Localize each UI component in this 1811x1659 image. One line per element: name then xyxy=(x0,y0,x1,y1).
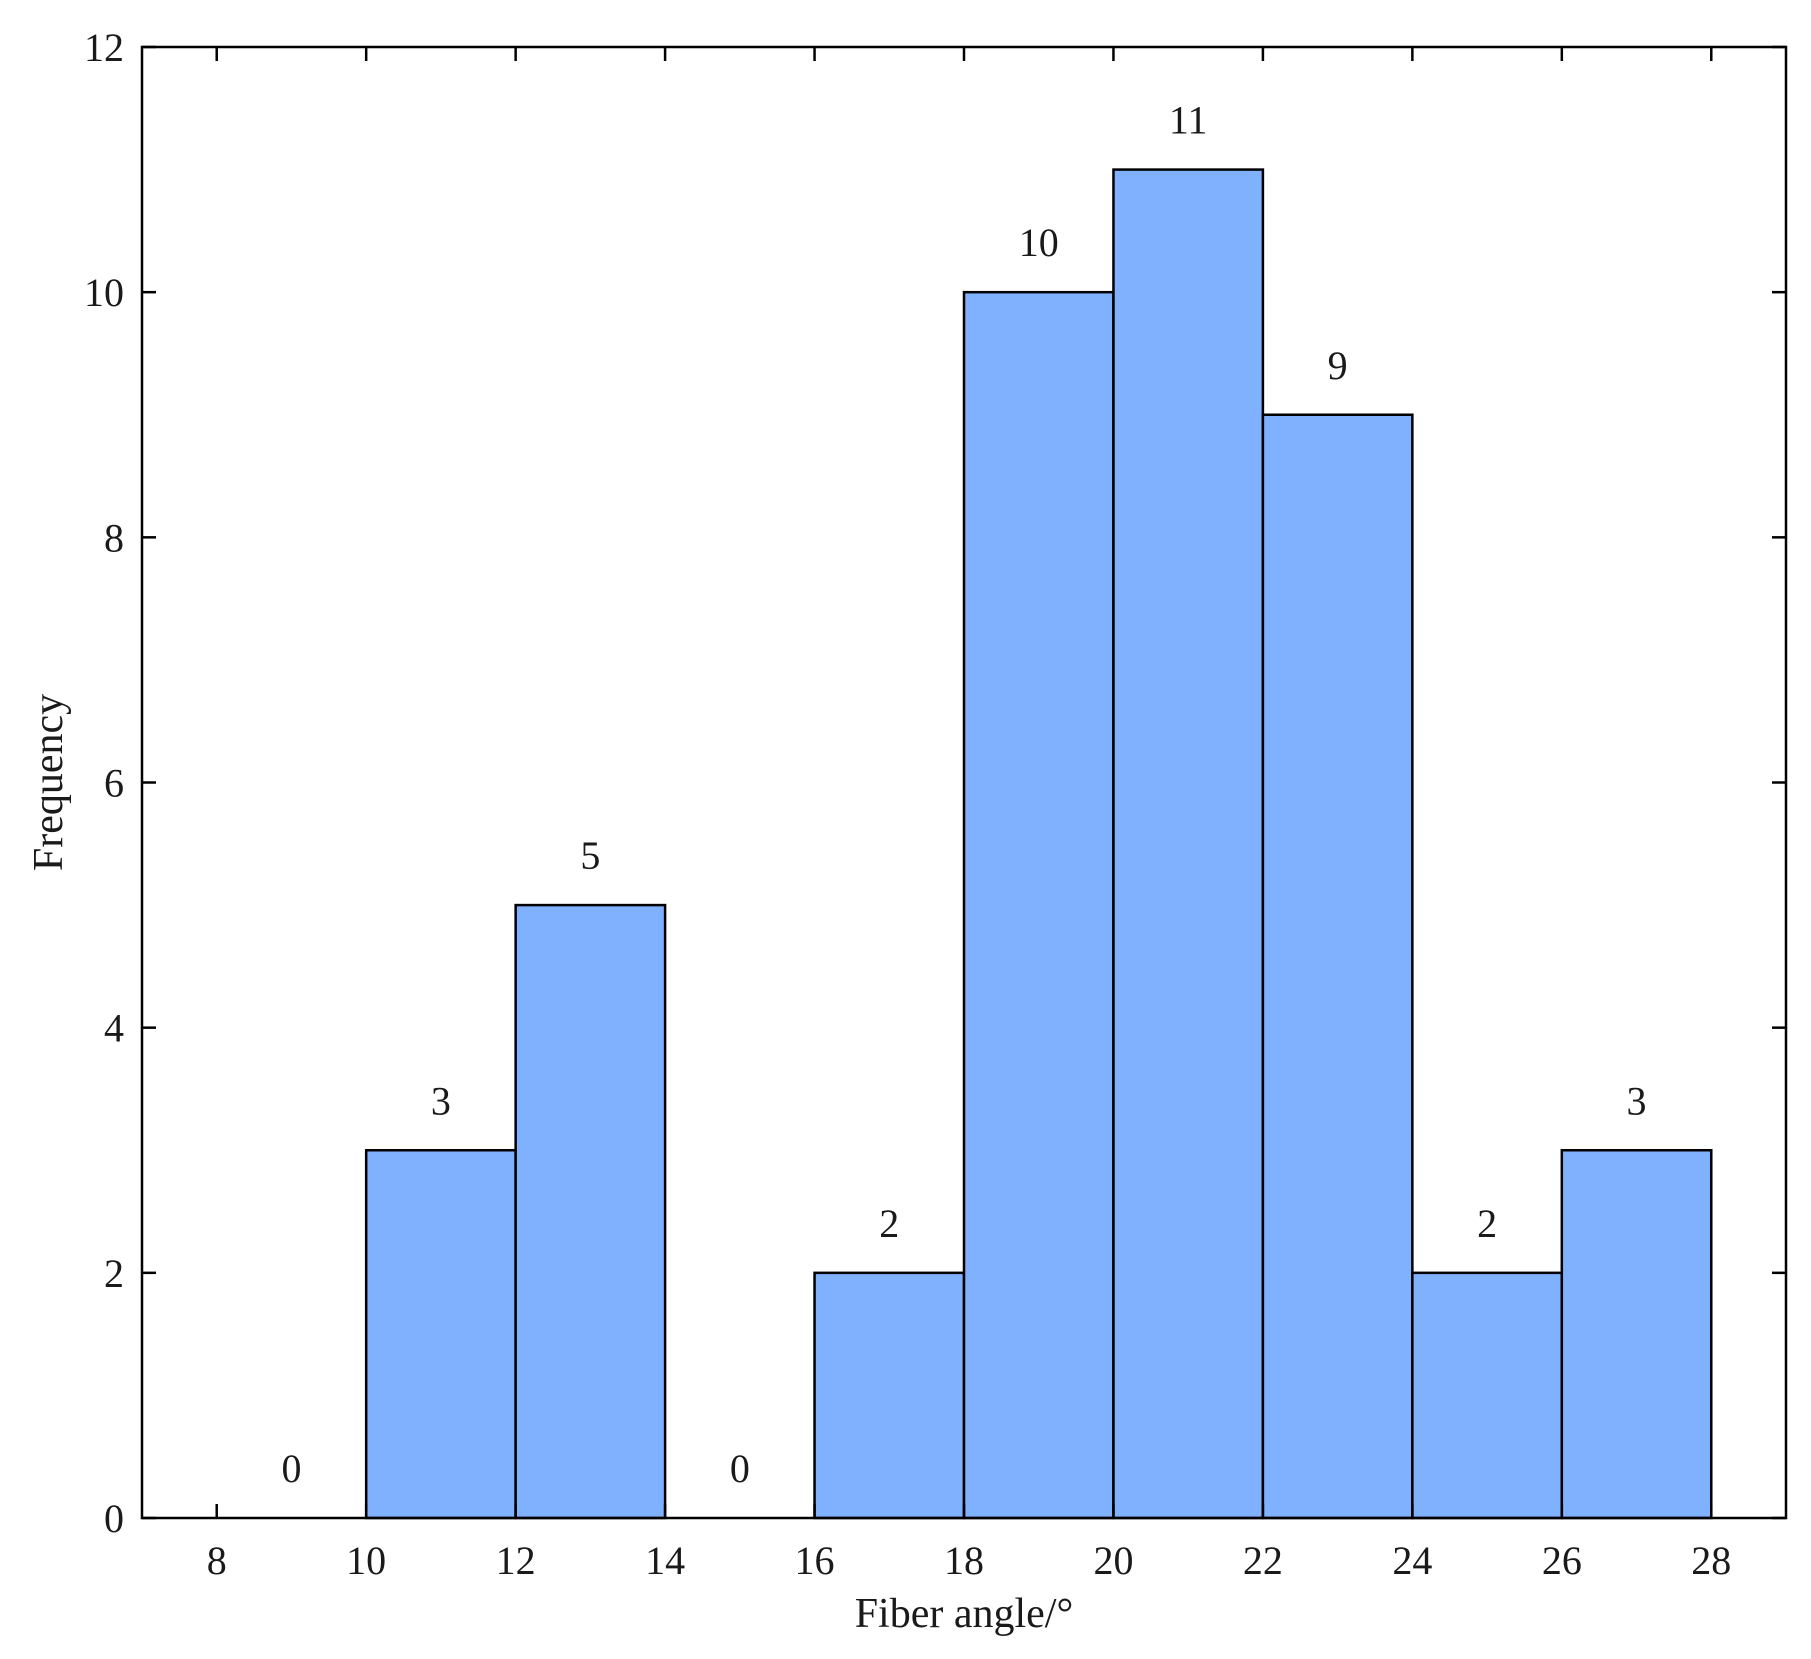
x-tick-label: 10 xyxy=(346,1538,386,1583)
bar-value-label-6: 11 xyxy=(1169,98,1208,143)
y-axis-title: Frequency xyxy=(26,694,72,871)
x-tick-label: 26 xyxy=(1542,1538,1582,1583)
histogram-bar-7 xyxy=(1261,413,1414,1520)
x-tick-label: 20 xyxy=(1093,1538,1133,1583)
y-tick-label: 10 xyxy=(84,270,124,315)
histogram-bar-5 xyxy=(962,290,1115,1520)
histogram-bar-1 xyxy=(364,1149,517,1520)
bar-value-label-8: 2 xyxy=(1477,1201,1497,1246)
x-tick-label: 14 xyxy=(645,1538,685,1583)
x-tick-label: 8 xyxy=(207,1538,227,1583)
histogram-bar-6 xyxy=(1112,168,1265,1520)
x-axis-title: Fiber angle/° xyxy=(855,1591,1074,1637)
y-tick-label: 8 xyxy=(104,515,124,560)
x-tick-label: 12 xyxy=(496,1538,536,1583)
bar-value-label-4: 2 xyxy=(879,1201,899,1246)
bars-layer xyxy=(364,168,1713,1520)
histogram-bar-4 xyxy=(813,1271,966,1520)
y-tick-label: 6 xyxy=(104,761,124,806)
bar-labels-layer: 0 3 5 0 2 10 11 9 2 3 xyxy=(281,98,1646,1491)
x-tick-label: 22 xyxy=(1243,1538,1283,1583)
x-tick-label: 18 xyxy=(944,1538,984,1583)
histogram-bar-9 xyxy=(1560,1149,1713,1520)
histogram-bar-8 xyxy=(1411,1271,1564,1520)
bar-value-label-3: 0 xyxy=(730,1446,750,1491)
y-tick-label: 0 xyxy=(104,1496,124,1541)
x-tick-label: 24 xyxy=(1392,1538,1432,1583)
y-tick-label: 12 xyxy=(84,25,124,70)
bar-value-label-0: 0 xyxy=(281,1446,301,1491)
ticks-layer xyxy=(142,45,1786,1520)
y-tick-label: 4 xyxy=(104,1006,124,1051)
x-tick-label: 16 xyxy=(795,1538,835,1583)
bar-value-label-2: 5 xyxy=(580,833,600,878)
bar-value-label-7: 9 xyxy=(1328,343,1348,388)
x-tick-label: 28 xyxy=(1691,1538,1731,1583)
bar-value-label-9: 3 xyxy=(1627,1078,1647,1123)
y-tick-label: 2 xyxy=(104,1251,124,1296)
bar-value-label-1: 3 xyxy=(431,1078,451,1123)
histogram-bar-2 xyxy=(514,903,667,1520)
bar-value-label-5: 10 xyxy=(1019,220,1059,265)
